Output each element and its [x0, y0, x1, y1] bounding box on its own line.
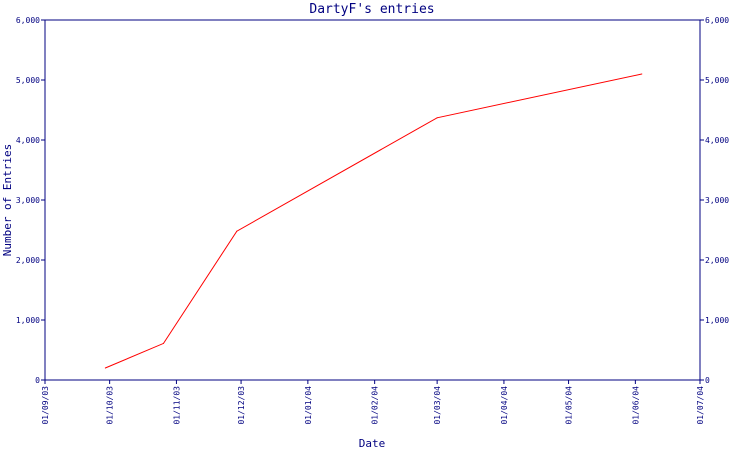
- x-tick-label: 01/09/03: [41, 386, 50, 425]
- x-tick-label: 01/07/04: [696, 386, 705, 425]
- y-tick-label-left: 2,000: [16, 256, 40, 265]
- y-tick-label-left: 5,000: [16, 76, 40, 85]
- y-tick-label-right: 3,000: [705, 196, 729, 205]
- y-tick-label-left: 0: [35, 376, 40, 385]
- x-tick-label: 01/03/04: [433, 386, 442, 425]
- x-tick-label: 01/12/03: [237, 386, 246, 425]
- x-tick-label: 01/01/04: [304, 386, 313, 425]
- series-layer: [104, 73, 643, 369]
- x-axis: 01/09/03 01/10/03 01/11/03 01/12/03 01/01/04…: [41, 380, 705, 425]
- y-axis-left: 0 1,000 2,000 3,000 4,000 5,000 6,000: [16, 16, 45, 385]
- y-tick-label-left: 4,000: [16, 136, 40, 145]
- y-tick-label-left: 3,000: [16, 196, 40, 205]
- data-point: [163, 342, 165, 344]
- x-tick-label: 01/02/04: [371, 386, 380, 425]
- y-tick-label-right: 6,000: [705, 16, 729, 25]
- y-tick-label-left: 6,000: [16, 16, 40, 25]
- x-tick-label: 01/05/04: [565, 386, 574, 425]
- plot-frame: [44, 19, 701, 381]
- x-tick-label: 01/11/03: [172, 386, 181, 425]
- data-point: [104, 367, 106, 369]
- y-axis-right: 0 1,000 2,000 3,000 4,000 5,000 6,000: [700, 16, 729, 385]
- chart-title: DartyF's entries: [309, 2, 434, 17]
- y-tick-label-right: 2,000: [705, 256, 729, 265]
- data-point: [641, 73, 643, 75]
- x-tick-label: 01/10/03: [106, 386, 115, 425]
- series-line-0: [105, 73, 642, 369]
- y-tick-label-right: 1,000: [705, 316, 729, 325]
- x-tick-label: 01/04/04: [500, 386, 509, 425]
- data-point: [436, 117, 438, 119]
- y-tick-label-right: 5,000: [705, 76, 729, 85]
- y-tick-label-right: 0: [705, 376, 710, 385]
- y-axis-label: Number of Entries: [1, 144, 14, 257]
- y-tick-label-left: 1,000: [16, 316, 40, 325]
- data-point: [236, 230, 238, 232]
- x-tick-label: 01/06/04: [631, 386, 640, 425]
- y-tick-label-right: 4,000: [705, 136, 729, 145]
- x-axis-label: Date: [359, 437, 386, 450]
